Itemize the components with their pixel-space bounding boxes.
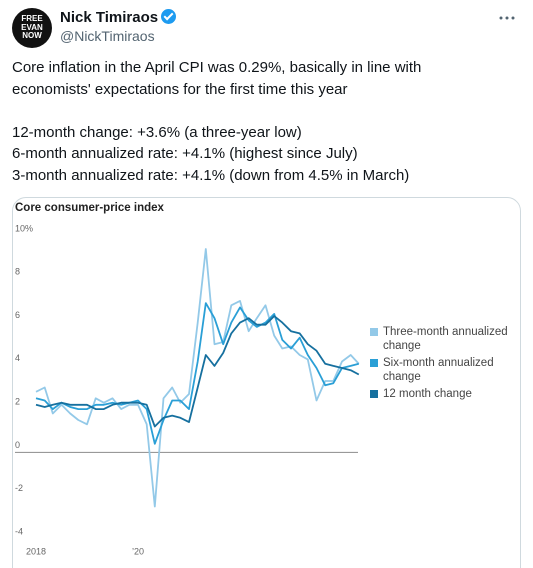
legend-swatch <box>370 328 378 336</box>
avatar[interactable]: FREE EVAN NOW <box>12 8 52 48</box>
chart: Core consumer-price index 10% 8 6 4 2 0 -2 -420… <box>15 202 508 556</box>
tweet-text: Core inflation in the April CPI was 0.29… <box>12 57 462 186</box>
y-tick-label: 2 <box>15 397 20 407</box>
x-tick-label: ’20 <box>132 546 144 556</box>
avatar-text: FREE <box>21 14 43 23</box>
avatar-text: NOW <box>22 31 42 40</box>
legend-label: 12 month change <box>383 388 472 400</box>
verified-badge <box>161 9 177 24</box>
legend-line: Three-month annualized <box>383 326 508 338</box>
chart-title: Core consumer-price index <box>15 202 165 214</box>
legend-swatch <box>370 359 378 367</box>
y-tick-label: 10% <box>15 223 33 233</box>
y-tick-label: 6 <box>15 310 20 320</box>
more-button[interactable] <box>499 16 515 20</box>
legend-label: Six-month annualized change <box>383 357 494 383</box>
series-line <box>35 302 360 445</box>
author-handle[interactable]: @NickTimiraos <box>60 28 155 44</box>
y-tick-label: 0 <box>15 440 20 450</box>
legend-line: Six-month annualized <box>383 357 494 369</box>
author-name[interactable]: Nick Timiraos <box>60 9 177 26</box>
y-tick-label: -4 <box>15 526 23 536</box>
avatar-text: EVAN <box>21 22 43 32</box>
media-card[interactable]: Core consumer-price index 10% 8 6 4 2 0 -2 -4 20… <box>12 197 521 568</box>
legend-label: Three-month annualized change <box>383 326 508 352</box>
legend-swatch <box>370 390 378 398</box>
x-tick-label: 2018 <box>26 546 46 556</box>
series-line <box>35 315 360 428</box>
series-line <box>35 248 360 508</box>
y-tick-label: 4 <box>15 353 20 363</box>
legend-line: change <box>383 371 421 383</box>
paragraph: 12-month change: +3.6% (a three-year low… <box>12 123 302 141</box>
name-text: Nick Timiraos <box>60 9 159 26</box>
y-tick-label: -2 <box>15 483 23 493</box>
legend-line: change <box>383 340 421 352</box>
paragraph: 6-month annualized rate: +4.1% (highest … <box>12 145 358 162</box>
y-tick-label: 8 <box>15 267 20 277</box>
paragraph: 3-month annualized rate: +4.1% (down fro… <box>12 166 410 184</box>
paragraph: Core inflation in the April CPI was 0.29… <box>12 59 422 98</box>
